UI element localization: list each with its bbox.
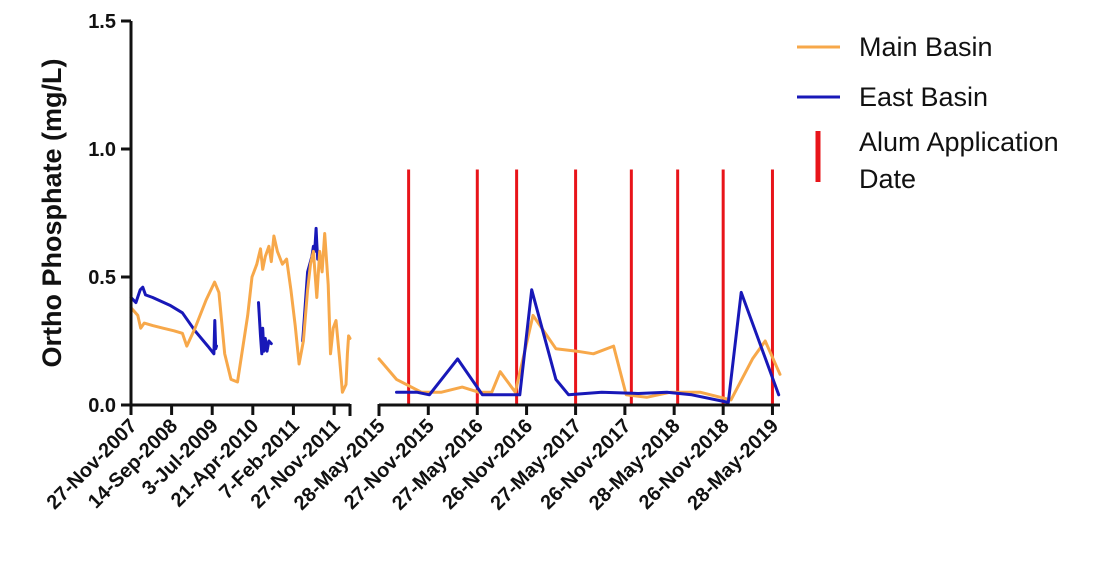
y-axis-title: Ortho Phosphate (mg/L) (37, 59, 67, 368)
y-tick-label: 0.0 (88, 395, 116, 417)
y-tick-label: 0.5 (88, 267, 116, 289)
main-basin-line (129, 232, 352, 394)
plot-area (129, 169, 782, 405)
y-tick-label: 1.5 (88, 11, 116, 33)
legend-alum-label-line2: Date (859, 164, 916, 194)
east-basin-line (301, 226, 320, 343)
east-basin-line (395, 288, 781, 404)
legend-main-basin-label: Main Basin (859, 32, 993, 62)
legend-east-basin-label: East Basin (859, 82, 988, 112)
main-basin-line (377, 313, 782, 402)
legend: Main Basin East Basin Alum Application Date (797, 32, 1059, 194)
y-tick-label: 1.0 (88, 139, 116, 161)
east-basin-line (257, 301, 273, 356)
east-basin-line (129, 285, 218, 356)
legend-alum-label-line1: Alum Application (859, 127, 1059, 157)
